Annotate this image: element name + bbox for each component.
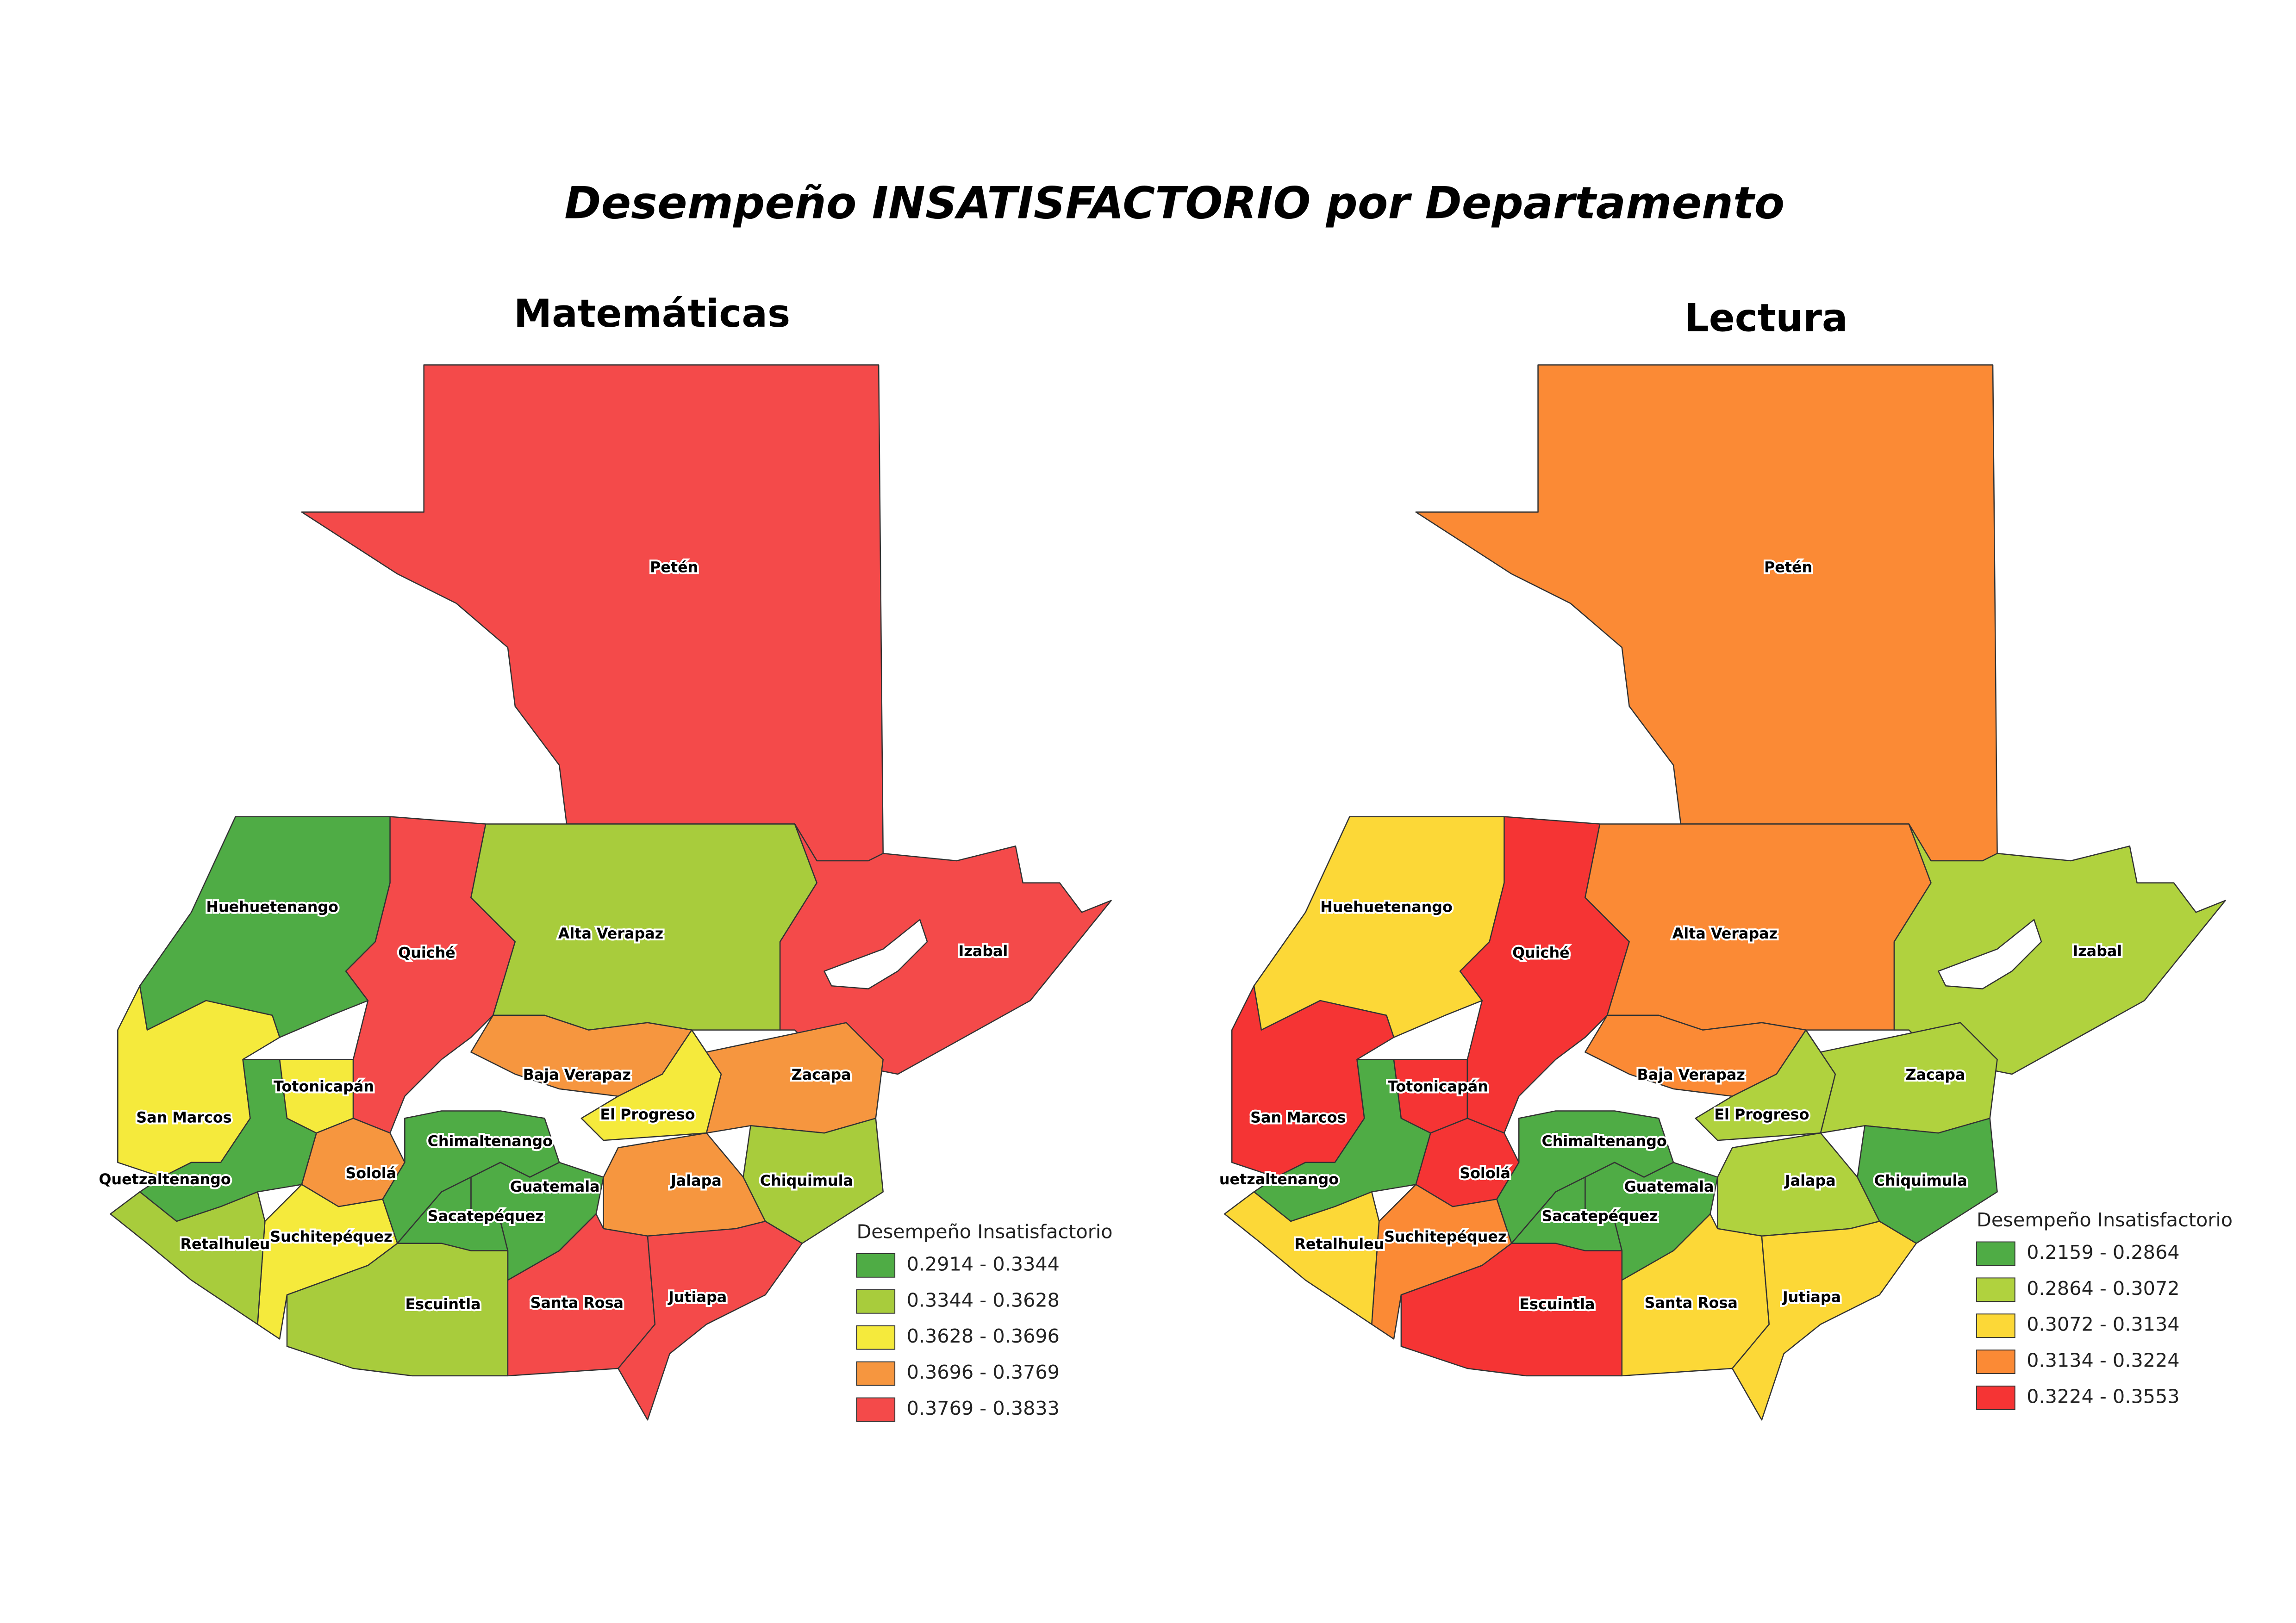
department-label: Guatemala — [1624, 1178, 1714, 1195]
department-label: Chiquimula — [1874, 1172, 1967, 1189]
department-label: Izabal — [2072, 943, 2122, 960]
department — [301, 364, 884, 869]
legend-label: 0.3224 - 0.3553 — [2027, 1386, 2179, 1408]
lake — [1938, 919, 2042, 989]
map: Petén Huehuetenango San Marcos Quetzaltenan… — [97, 364, 1112, 1421]
lake — [824, 919, 928, 989]
department-label: Jutiapa — [1782, 1288, 1841, 1306]
department-label: Totonicapán — [274, 1078, 374, 1095]
department-label: El Progreso — [600, 1106, 695, 1123]
department-label: Quiché — [398, 944, 455, 961]
department — [779, 823, 1112, 1075]
department-label: Petén — [650, 559, 698, 576]
legend-swatch — [1976, 1241, 2015, 1266]
legend-label: 0.3134 - 0.3224 — [2027, 1349, 2179, 1372]
legend-title: Desempeño Insatisfactorio — [856, 1220, 1112, 1243]
department-label: Santa Rosa — [530, 1294, 624, 1312]
department-label: Huehuetenango — [206, 899, 338, 916]
department-label: Escuintla — [405, 1296, 480, 1313]
department — [691, 1022, 884, 1134]
department-label: Baja Verapaz — [1637, 1066, 1745, 1083]
legend-swatch — [1976, 1349, 2015, 1374]
department-label: Suchitepéquez — [270, 1228, 392, 1245]
department-label: Jutiapa — [668, 1288, 727, 1306]
department — [1731, 1220, 1917, 1421]
department — [1893, 823, 2226, 1075]
department-label: Alta Verapaz — [1672, 925, 1778, 942]
legend-label: 0.3344 - 0.3628 — [907, 1289, 1060, 1311]
department-label: Guatemala — [510, 1178, 600, 1195]
department-label: Quiché — [1512, 944, 1570, 961]
legend-label: 0.3628 - 0.3696 — [907, 1325, 1060, 1347]
department-label: Izabal — [958, 943, 1008, 960]
department — [110, 1191, 266, 1325]
map-subtitle: Matemáticas — [514, 292, 790, 336]
legend-swatch — [856, 1289, 896, 1314]
department-label: Totonicapán — [1388, 1078, 1488, 1095]
department-label: Escuintla — [1519, 1296, 1595, 1313]
legend-swatch — [856, 1361, 896, 1386]
department-label: Santa Rosa — [1645, 1294, 1738, 1312]
department-label: Zacapa — [1906, 1066, 1965, 1083]
department-label: Sololá — [345, 1165, 396, 1182]
department-label: Huehuetenango — [1320, 899, 1453, 916]
department-label: San Marcos — [1250, 1109, 1346, 1126]
department-label: El Progreso — [1714, 1106, 1809, 1123]
department — [1224, 1191, 1380, 1325]
department-label: Suchitepéquez — [1384, 1228, 1506, 1245]
department-label: Retalhuleu — [1294, 1236, 1384, 1253]
department-label: Chiquimula — [760, 1172, 853, 1189]
department-label: Sacatepéquez — [428, 1207, 544, 1225]
department-label: Petén — [1764, 559, 1812, 576]
title: Desempeño INSATISFACTORIO por Departamen… — [564, 178, 1784, 229]
department-label: Sololá — [1460, 1165, 1510, 1182]
legend-label: 0.2864 - 0.3072 — [2027, 1277, 2179, 1300]
department — [742, 1118, 884, 1244]
department — [1857, 1118, 1998, 1244]
legend-label: 0.2159 - 0.2864 — [2027, 1241, 2179, 1263]
legend-swatch — [856, 1325, 896, 1350]
legend-swatch — [856, 1253, 896, 1278]
department-label: uetzaltenango — [1219, 1171, 1339, 1188]
department-label: Baja Verapaz — [523, 1066, 631, 1083]
map: Petén Huehuetenango San Marcos uetzaltenang… — [1217, 364, 2226, 1421]
department — [1400, 1243, 1623, 1377]
department-label: Retalhuleu — [181, 1236, 270, 1253]
legend-label: 0.2914 - 0.3344 — [907, 1253, 1060, 1275]
department-label: Chimaltenango — [1541, 1132, 1666, 1150]
department — [618, 1220, 803, 1421]
department — [1805, 1022, 1998, 1134]
legend-label: 0.3696 - 0.3769 — [907, 1361, 1060, 1383]
department-label: Jalapa — [670, 1172, 722, 1189]
department-label: Chimaltenango — [428, 1132, 553, 1150]
legend-swatch — [1976, 1313, 2015, 1338]
department-label: Quetzaltenango — [99, 1171, 231, 1188]
legend-label: 0.3769 - 0.3833 — [907, 1397, 1060, 1419]
department-label: Jalapa — [1784, 1172, 1836, 1189]
legend-title: Desempeño Insatisfactorio — [1977, 1209, 2233, 1231]
map-subtitle: Lectura — [1685, 296, 1848, 341]
department — [1415, 364, 1998, 869]
department — [286, 1243, 509, 1377]
department-label: Sacatepéquez — [1542, 1207, 1658, 1225]
legend-swatch — [1976, 1386, 2015, 1410]
legend-label: 0.3072 - 0.3134 — [2027, 1313, 2179, 1336]
legend-swatch — [1976, 1277, 2015, 1302]
legend-swatch — [856, 1397, 896, 1422]
department-label: Alta Verapaz — [558, 925, 663, 942]
department-label: San Marcos — [136, 1109, 231, 1126]
department-label: Zacapa — [792, 1066, 851, 1083]
